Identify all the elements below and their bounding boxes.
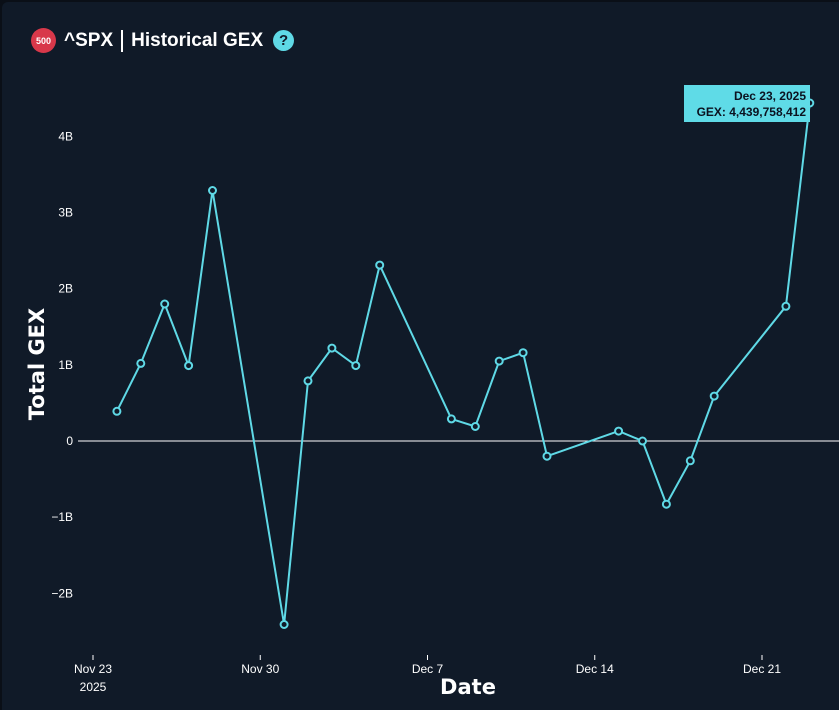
data-point[interactable] — [375, 260, 385, 270]
data-point[interactable] — [614, 426, 624, 436]
x-tick-label: Nov 23 — [74, 662, 112, 676]
x-tick-label: Dec 14 — [576, 662, 614, 676]
y-tick-label: 1B — [58, 358, 73, 372]
y-tick-label: 3B — [58, 206, 73, 220]
data-point[interactable] — [709, 391, 719, 401]
data-point[interactable] — [184, 361, 194, 371]
title-separator — [121, 29, 124, 52]
data-point[interactable] — [638, 436, 647, 446]
y-axis-title: Total GEX — [25, 308, 49, 420]
data-point[interactable] — [160, 299, 170, 309]
x-tick-label: Nov 30 — [241, 662, 279, 676]
x-tick-sublabel: 2025 — [80, 680, 107, 694]
data-point[interactable] — [446, 414, 456, 424]
data-point[interactable] — [136, 358, 146, 368]
ticker-label: ^SPX — [64, 29, 114, 51]
series-line — [116, 102, 811, 625]
sp500-badge: 500 — [31, 28, 56, 53]
y-axis-ticks: 4B 3B 2B 1B 0 −1B −2B — [51, 129, 73, 600]
x-tick-label: Dec 7 — [412, 662, 444, 676]
data-point[interactable] — [685, 456, 695, 466]
y-tick-label: 4B — [58, 129, 73, 143]
y-tick-label: 0 — [66, 434, 73, 448]
chart-title: Historical GEX — [131, 29, 264, 51]
hover-tooltip: Dec 23, 2025 GEX: 4,439,758,412 — [684, 85, 810, 122]
data-point[interactable] — [518, 348, 528, 358]
y-tick-label: −1B — [51, 510, 73, 524]
data-point[interactable] — [112, 406, 122, 416]
data-point[interactable] — [494, 356, 504, 366]
data-point[interactable] — [351, 361, 361, 371]
x-axis-ticks: Nov 23 2025 Nov 30 Dec 7 Dec 14 Dec 21 — [74, 655, 781, 694]
y-tick-label: −2B — [51, 586, 73, 600]
y-tick-label: 2B — [58, 282, 73, 296]
chart-header: 500 ^SPX Historical GEX ? — [31, 28, 295, 53]
question-icon[interactable]: ? — [273, 30, 295, 51]
data-point[interactable] — [661, 499, 671, 509]
data-point[interactable] — [327, 343, 337, 353]
data-point[interactable] — [279, 620, 289, 629]
data-points[interactable] — [112, 98, 815, 629]
x-tick-label: Dec 21 — [743, 662, 781, 676]
x-axis-title: Date — [440, 675, 496, 699]
tooltip-value: GEX: 4,439,758,412 — [696, 105, 806, 119]
data-point[interactable] — [781, 301, 791, 311]
tooltip-date: Dec 23, 2025 — [733, 89, 806, 103]
data-point[interactable] — [470, 422, 480, 431]
data-point[interactable] — [303, 376, 313, 386]
data-point[interactable] — [542, 451, 552, 461]
data-point[interactable] — [208, 186, 217, 195]
